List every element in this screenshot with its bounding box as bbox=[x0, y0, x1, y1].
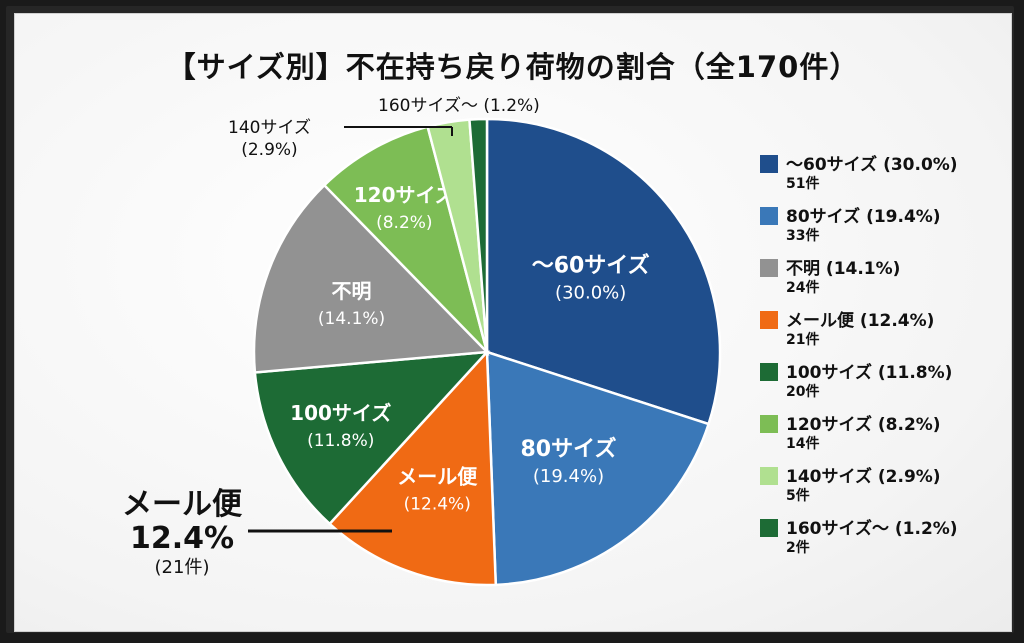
outside-label-140: 140サイズ (2.9%) bbox=[228, 117, 311, 161]
legend-count-4: 20件 bbox=[786, 384, 820, 400]
slice-label-name-1: 80サイズ bbox=[520, 436, 616, 462]
pie-slice-7 bbox=[468, 117, 489, 353]
pie-slice-3 bbox=[253, 350, 491, 526]
legend-swatch-4 bbox=[760, 363, 778, 381]
slice-label-name-0: ～60サイズ bbox=[532, 253, 650, 279]
legend-count-7: 2件 bbox=[786, 540, 810, 556]
outside-label-140-name: 140サイズ bbox=[228, 118, 311, 138]
legend-count-0: 51件 bbox=[786, 176, 820, 192]
slice-label-percent-5: (8.2%) bbox=[376, 213, 432, 233]
slice-label-percent-0: (30.0%) bbox=[555, 283, 626, 304]
legend-label-5: 120サイズ (8.2%) bbox=[786, 415, 941, 435]
pie-slice-2 bbox=[327, 348, 498, 587]
slice-label-percent-3: (11.8%) bbox=[307, 431, 374, 451]
slice-label-percent-1: (19.4%) bbox=[533, 466, 604, 487]
legend-label-6: 140サイズ (2.9%) bbox=[786, 467, 941, 487]
mail-callout: メール便 12.4% (21件) bbox=[102, 488, 262, 580]
legend-swatch-5 bbox=[760, 415, 778, 433]
legend-label-1: 80サイズ (19.4%) bbox=[786, 207, 941, 227]
legend-swatch-2 bbox=[760, 259, 778, 277]
legend-count-6: 5件 bbox=[786, 488, 810, 504]
legend-label-7: 160サイズ～ (1.2%) bbox=[786, 519, 958, 539]
pie-slice-0 bbox=[485, 117, 722, 426]
callout-count: (21件) bbox=[154, 557, 210, 578]
slice-label-percent-4: (14.1%) bbox=[318, 309, 385, 329]
legend-swatch-7 bbox=[760, 519, 778, 537]
legend-count-1: 33件 bbox=[786, 228, 820, 244]
slice-label-name-5: 120サイズ bbox=[354, 183, 455, 207]
slice-label-name-3: 100サイズ bbox=[290, 401, 391, 425]
outside-label-160-name: 160サイズ～ bbox=[378, 96, 478, 116]
legend-swatch-6 bbox=[760, 467, 778, 485]
legend-count-5: 14件 bbox=[786, 436, 820, 452]
legend-swatch-0 bbox=[760, 155, 778, 173]
legend-label-2: 不明 (14.1%) bbox=[786, 259, 901, 279]
outside-label-140-percent: (2.9%) bbox=[241, 140, 298, 160]
slice-label-percent-2: (12.4%) bbox=[404, 495, 471, 515]
legend-swatch-1 bbox=[760, 207, 778, 225]
legend-label-3: メール便 (12.4%) bbox=[786, 311, 935, 331]
callout-percent: 12.4% bbox=[129, 521, 235, 556]
legend-count-2: 24件 bbox=[786, 280, 820, 296]
legend-swatch-3 bbox=[760, 311, 778, 329]
outside-label-160: 160サイズ～ (1.2%) bbox=[378, 91, 540, 116]
legend-label-4: 100サイズ (11.8%) bbox=[786, 363, 953, 383]
pie-slice-4 bbox=[252, 183, 490, 374]
outside-label-160-percent: (1.2%) bbox=[483, 96, 540, 116]
legend-count-3: 21件 bbox=[786, 332, 820, 348]
chart-title: 【サイズ別】不在持ち戻り荷物の割合（全170件） bbox=[166, 50, 860, 84]
pie-slice-1 bbox=[485, 350, 711, 587]
slice-label-name-2: メール便 bbox=[397, 465, 478, 489]
legend-label-0: ～60サイズ (30.0%) bbox=[786, 155, 958, 175]
slice-label-name-4: 不明 bbox=[332, 279, 372, 303]
callout-label: メール便 bbox=[122, 487, 242, 522]
